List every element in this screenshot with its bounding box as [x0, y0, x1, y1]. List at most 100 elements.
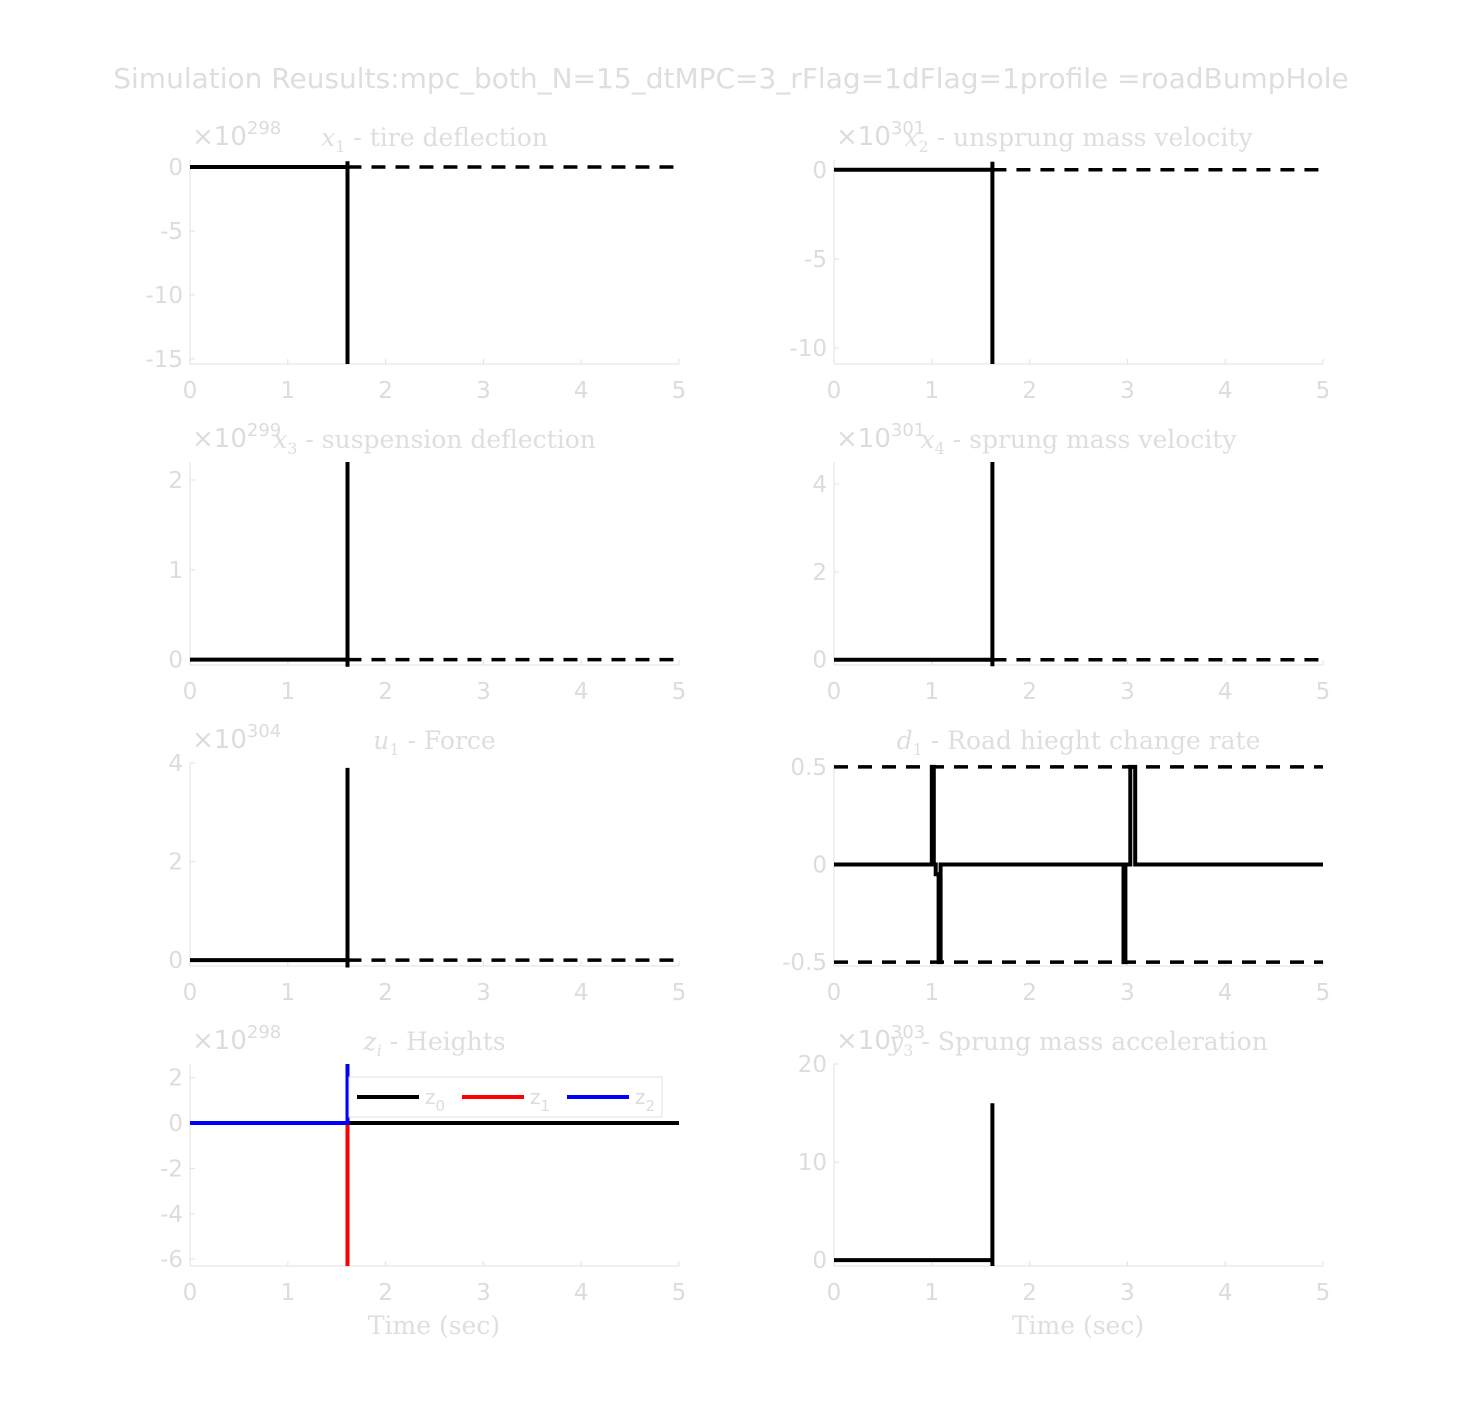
- y-tick-label: -6: [160, 1247, 183, 1273]
- x-tick-label: 5: [1316, 679, 1331, 705]
- y-tick-label: 2: [168, 850, 183, 876]
- series-line-1: [190, 1121, 350, 1266]
- x-tick-label: 2: [1022, 980, 1037, 1006]
- x-tick-label: 1: [924, 1280, 939, 1306]
- subplot-title: x4 - sprung mass velocity: [921, 425, 1238, 458]
- y-exponent-label: ×10301: [836, 118, 925, 152]
- y-exponent-label: ×10298: [192, 1022, 281, 1056]
- x-tick-label: 1: [280, 378, 295, 404]
- y-tick-label: -2: [160, 1156, 183, 1182]
- y-exponent-label: ×10303: [836, 1022, 925, 1056]
- y-tick-label: 2: [812, 560, 827, 586]
- x-tick-label: 0: [183, 679, 198, 705]
- x-tick-label: 0: [827, 1280, 842, 1306]
- x-tick-label: 5: [672, 679, 687, 705]
- x-tick-label: 2: [378, 980, 393, 1006]
- y-tick-label: -5: [804, 247, 827, 273]
- x-tick-label: 2: [1022, 1280, 1037, 1306]
- subplot-title: u1 - Force: [373, 726, 495, 759]
- x-tick-label: 1: [924, 980, 939, 1006]
- x-tick-label: 0: [183, 378, 198, 404]
- x-tick-label: 2: [378, 378, 393, 404]
- y-tick-label: 0: [168, 1111, 183, 1137]
- x-tick-label: 3: [476, 679, 491, 705]
- x-tick-label: 5: [672, 378, 687, 404]
- y-exponent-label: ×10301: [836, 420, 925, 454]
- x-tick-label: 1: [924, 679, 939, 705]
- y-tick-label: 0: [168, 948, 183, 974]
- x-tick-label: 3: [1120, 980, 1135, 1006]
- y-tick-label: 4: [168, 751, 183, 777]
- y-tick-label: -4: [160, 1202, 183, 1228]
- y-tick-label: 0: [168, 155, 183, 181]
- x-tick-label: 5: [1316, 1280, 1331, 1306]
- x-tick-label: 3: [1120, 679, 1135, 705]
- y-tick-label: 20: [798, 1052, 827, 1078]
- y-tick-label: 2: [168, 1066, 183, 1092]
- subplot-p7: 0 1 2 3 4 5 2 0 -2 -4 -6 ×10298 zi - Heights z0 z1 z2: [160, 1022, 686, 1306]
- x-tick-label: 5: [1316, 378, 1331, 404]
- y-tick-label: 0: [812, 158, 827, 184]
- x-tick-label: 5: [672, 1280, 687, 1306]
- x-tick-label: 4: [574, 980, 589, 1006]
- y-tick-label: 0: [812, 648, 827, 674]
- x-tick-label: 0: [183, 1280, 198, 1306]
- x-tick-label: 4: [1218, 679, 1233, 705]
- y-tick-label: -10: [145, 283, 183, 309]
- x-tick-label: 5: [1316, 980, 1331, 1006]
- subplot-p6: 0 1 2 3 4 50.50-0.5d1 - Road hieght change ra…: [782, 726, 1330, 1006]
- subplot-title: y3 - Sprung mass acceleration: [888, 1027, 1268, 1060]
- x-tick-label: 3: [1120, 378, 1135, 404]
- subplot-title: x1 - tire deflection: [321, 123, 548, 156]
- x-tick-label: 3: [476, 1280, 491, 1306]
- y-tick-label: 1: [168, 558, 183, 584]
- y-exponent-label: ×10299: [192, 420, 281, 454]
- x-tick-label: 3: [1120, 1280, 1135, 1306]
- subplot-p1: 0 1 2 3 4 5 0 -5 -10 -15 ×10298 x1 - tire deflectio…: [145, 118, 686, 404]
- x-axis-label-right: Time (sec): [1012, 1311, 1144, 1340]
- x-tick-label: 4: [1218, 378, 1233, 404]
- figure-title: Simulation Reusults:mpc_both_N=15_dtMPC=…: [113, 62, 1349, 95]
- x-tick-label: 4: [574, 1280, 589, 1306]
- y-tick-label: 0: [812, 1248, 827, 1274]
- y-tick-label: -15: [145, 347, 183, 373]
- x-tick-label: 0: [827, 679, 842, 705]
- x-tick-label: 4: [574, 679, 589, 705]
- x-tick-label: 3: [476, 980, 491, 1006]
- y-tick-label: 2: [168, 468, 183, 494]
- subplot-title: zi - Heights: [362, 1027, 505, 1060]
- y-exponent-label: ×10298: [192, 118, 281, 152]
- y-tick-label: 4: [812, 472, 827, 498]
- x-tick-label: 4: [1218, 980, 1233, 1006]
- series-line-0: [834, 764, 1323, 965]
- subplot-p5: 0 1 2 3 4 5 0 2 4 ×10304 u1 - Force: [168, 721, 686, 1006]
- x-tick-label: 0: [183, 980, 198, 1006]
- subplot-title: x2 - unsprung mass velocity: [904, 123, 1253, 156]
- y-tick-label: 0: [812, 853, 827, 879]
- x-tick-label: 4: [574, 378, 589, 404]
- y-exponent-label: ×10304: [192, 721, 281, 755]
- x-tick-label: 3: [476, 378, 491, 404]
- x-axis-label-left: Time (sec): [368, 1311, 500, 1340]
- x-tick-label: 2: [378, 679, 393, 705]
- y-tick-label: 0.5: [790, 755, 827, 781]
- x-tick-label: 1: [280, 1280, 295, 1306]
- x-tick-label: 0: [827, 378, 842, 404]
- x-tick-label: 2: [1022, 679, 1037, 705]
- x-tick-label: 5: [672, 980, 687, 1006]
- subplots: 0 1 2 3 4 5 0 -5 -10 -15 ×10298 x1 - tire deflectio…: [145, 118, 1330, 1306]
- legend-label: z0: [425, 1085, 445, 1115]
- y-tick-label: 10: [798, 1150, 827, 1176]
- y-tick-label: -10: [789, 336, 827, 362]
- x-tick-label: 1: [280, 679, 295, 705]
- y-tick-label: -5: [160, 219, 183, 245]
- legend-label: z1: [530, 1085, 550, 1115]
- subplot-title: x3 - suspension deflection: [273, 425, 596, 458]
- x-tick-label: 1: [280, 980, 295, 1006]
- legend-label: z2: [635, 1085, 655, 1115]
- x-tick-label: 0: [827, 980, 842, 1006]
